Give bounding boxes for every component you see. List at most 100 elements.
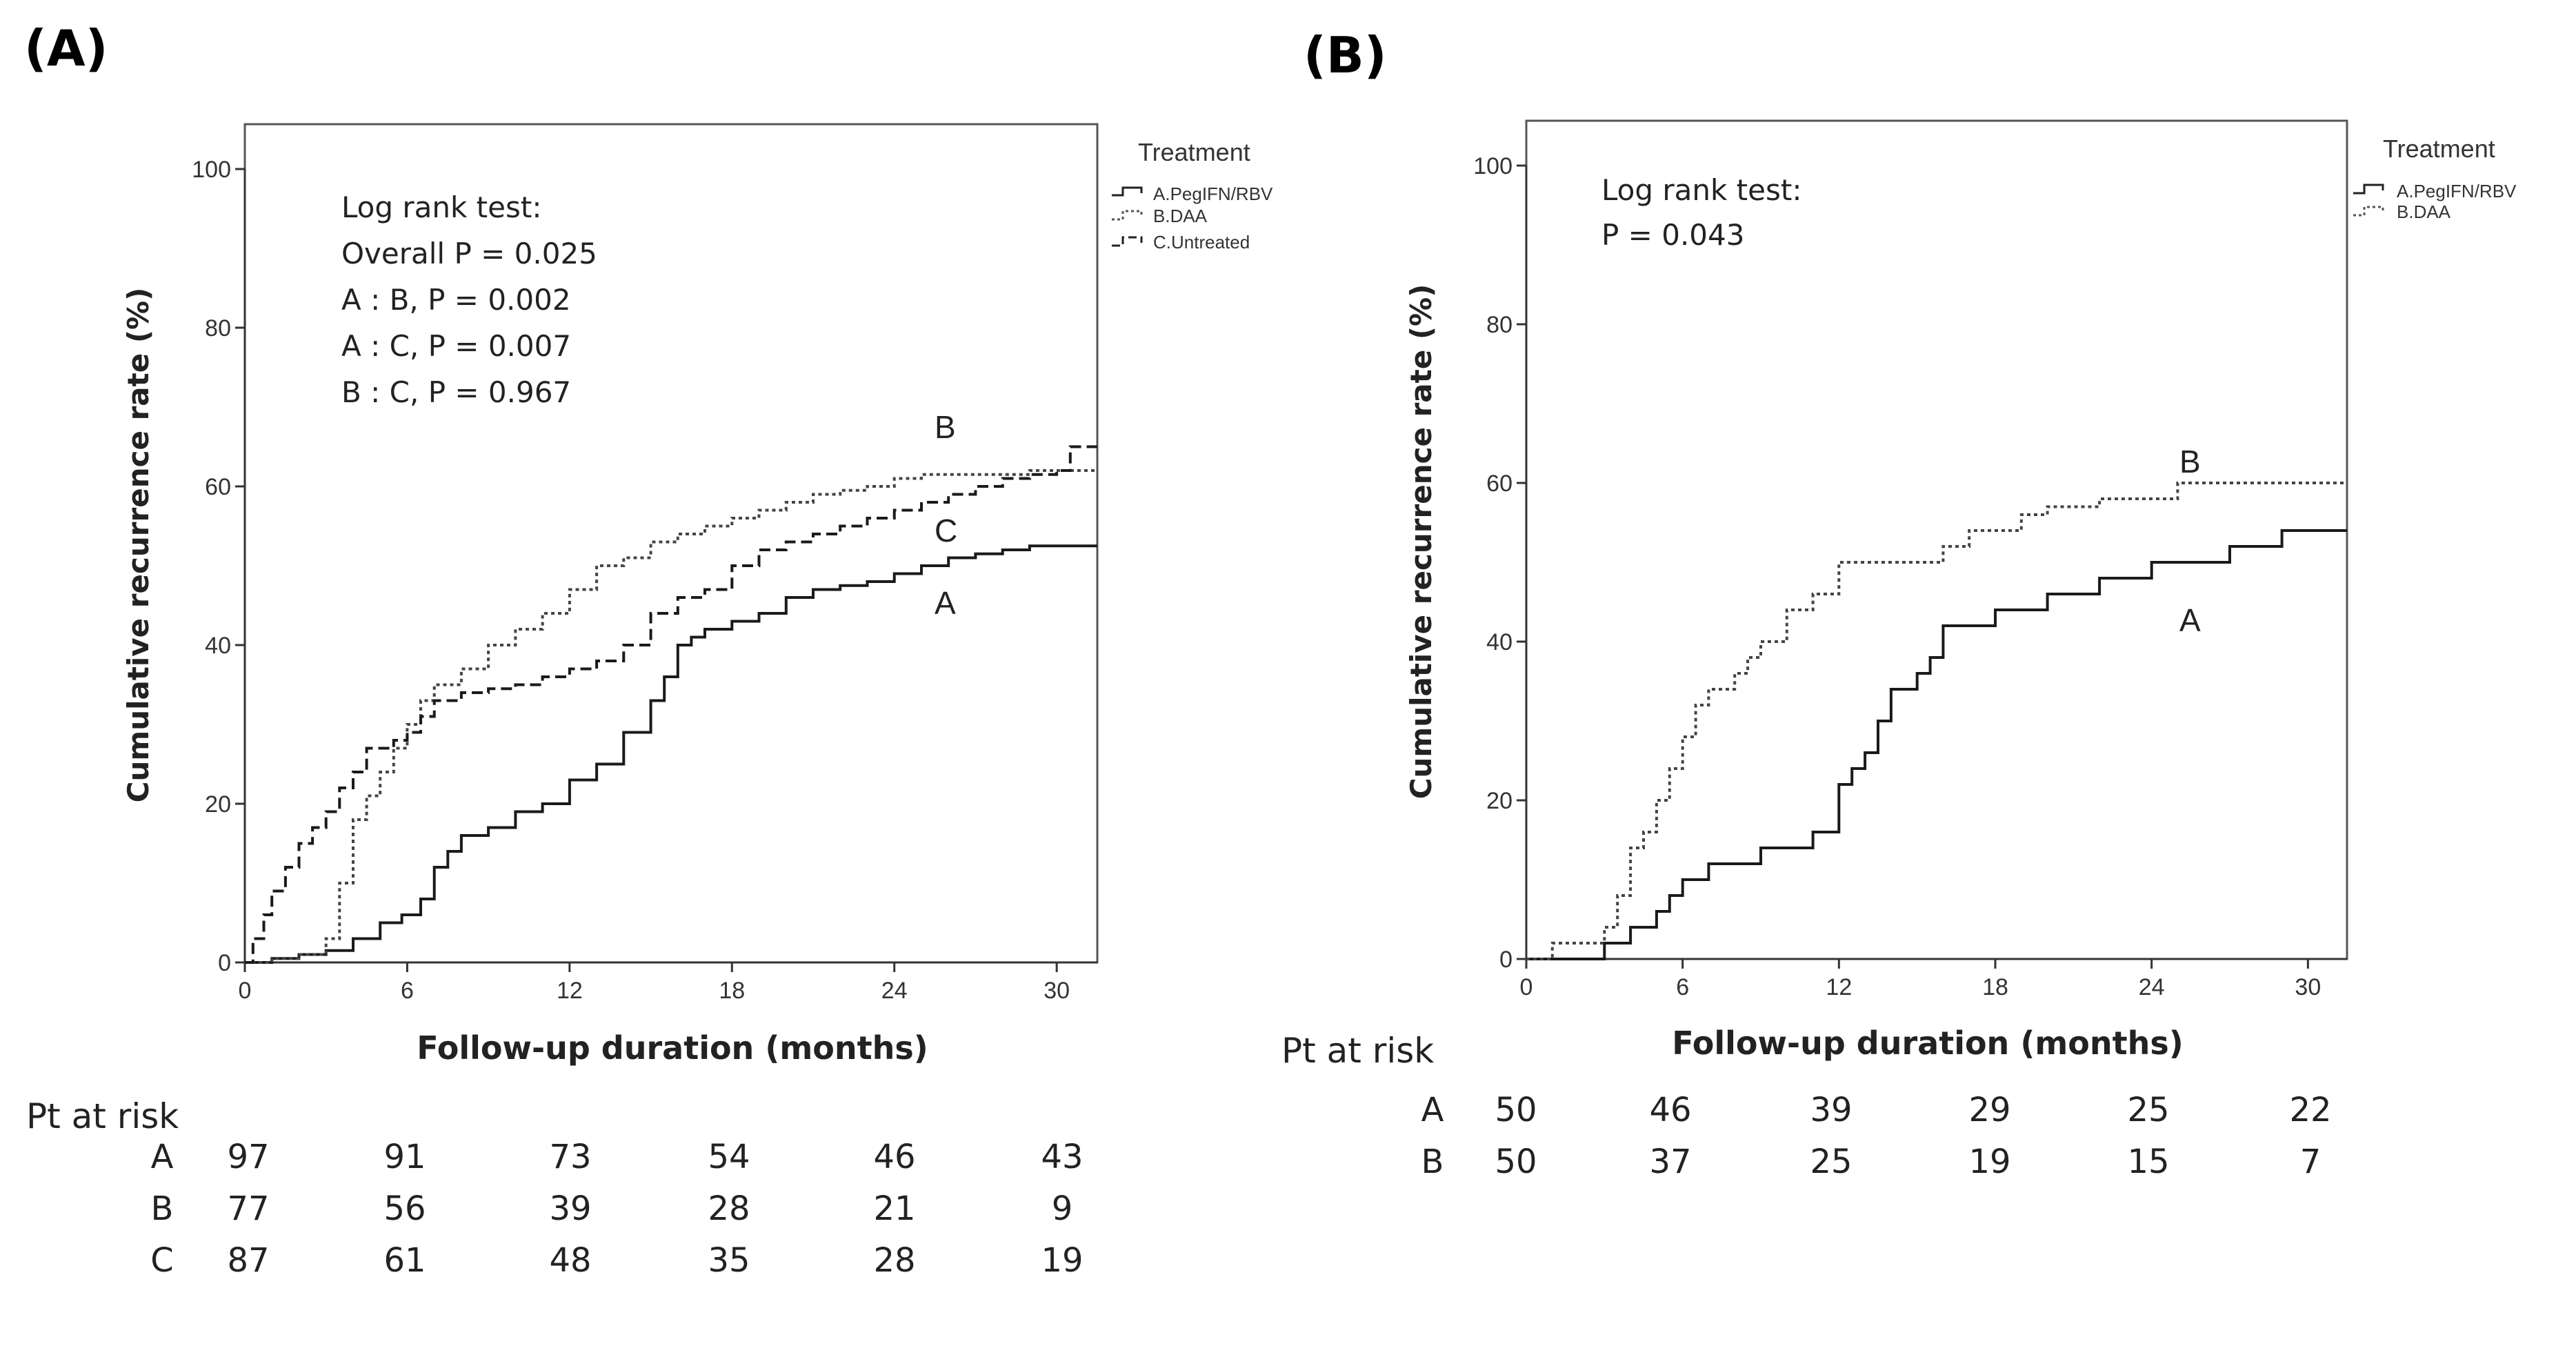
panel-a-x-tick-label: 12 <box>557 978 583 1004</box>
panel-b-series-b-line <box>1526 482 2347 960</box>
panel-b-curve-label-a: A <box>2179 602 2201 638</box>
panel-b-legend-label-a: A.PegIFN/RBV <box>2397 181 2517 201</box>
panel-a-at-risk-value: 77 <box>227 1189 269 1228</box>
panel-a-at-risk-row-label: B <box>151 1189 174 1228</box>
panel-a-at-risk-value: 61 <box>383 1241 426 1280</box>
panel-b-at-risk-value: 37 <box>1649 1143 1691 1181</box>
panel-b-y-tick-label: 0 <box>1499 947 1512 973</box>
panel-b-y-tick-label: 40 <box>1486 629 1512 655</box>
panel-a-at-risk-value: 87 <box>227 1241 269 1280</box>
panel-a-at-risk-value: 28 <box>873 1241 915 1280</box>
panel-b-at-risk-value: 19 <box>1968 1143 2010 1181</box>
panel-a-at-risk-value: 73 <box>549 1138 591 1176</box>
panel-a-label: (A) <box>24 19 108 77</box>
panel-b-at-risk-value: 7 <box>2300 1143 2322 1181</box>
panel-a-at-risk-header: Pt at risk <box>26 1096 179 1136</box>
panel-b-x-tick-label: 30 <box>2295 974 2321 1000</box>
panel-b-y-tick-label: 60 <box>1486 471 1512 497</box>
panel-b-at-risk-value: 22 <box>2289 1091 2331 1129</box>
panel-b-legend: Treatment A.PegIFN/RBV B.DAA <box>2353 135 2517 222</box>
panel-b-at-risk-value: 25 <box>2127 1091 2169 1129</box>
panel-b-at-risk-value: 29 <box>1968 1091 2010 1129</box>
panel-b-at-risk-value: 39 <box>1810 1091 1852 1129</box>
panel-b-curves <box>1526 482 2347 960</box>
panel-a-legend-swatch-c <box>1112 236 1143 247</box>
panel-a-y-tick-label: 40 <box>205 633 231 659</box>
panel-a-at-risk-value: 21 <box>873 1189 915 1228</box>
panel-a-at-risk-value: 97 <box>227 1138 269 1176</box>
panel-a-y-tick-label: 20 <box>205 791 231 818</box>
panel-b-at-risk-value: 50 <box>1495 1143 1537 1181</box>
panel-b-at-risk-value: 46 <box>1649 1091 1691 1129</box>
panel-b-legend-swatch-b <box>2353 206 2384 217</box>
panel-a-x-tick-label: 24 <box>881 978 908 1004</box>
panel-a-x-tick-label: 18 <box>719 978 745 1004</box>
panel-b-y-tick-label: 100 <box>1473 153 1512 179</box>
panel-a-legend-label-a: A.PegIFN/RBV <box>1153 184 1273 204</box>
panel-a-y-tick-label: 0 <box>218 950 231 976</box>
panel-b-at-risk-header: Pt at risk <box>1281 1031 1434 1071</box>
panel-a-at-risk-value: 54 <box>708 1138 750 1176</box>
panel-a-stat-line-3: A : B, P = 0.002 <box>341 283 571 317</box>
panel-a-x-tick-label: 30 <box>1044 978 1070 1004</box>
panel-b-legend-swatch-a <box>2353 184 2384 195</box>
panel-a-at-risk-value: 48 <box>549 1241 591 1280</box>
panel-a-stat-line-1: Log rank test: <box>341 190 541 224</box>
panel-a-curve-label-b: B <box>935 409 956 445</box>
panel-a-at-risk-value: 39 <box>549 1189 591 1228</box>
panel-b-at-risk-rows: A 50 46 39 29 25 22 B 50 37 25 19 15 7 <box>1421 1091 2332 1181</box>
panel-b-at-risk-value: 50 <box>1495 1091 1537 1129</box>
panel-a-curve-label-a: A <box>935 585 956 621</box>
panel-b-stat-line-1: Log rank test: <box>1601 173 1801 207</box>
panel-b-x-ticks: 0 6 12 18 24 30 <box>1520 959 2321 1000</box>
panel-b-y-ticks: 0 20 40 60 80 100 <box>1473 153 1526 973</box>
panel-a-legend-label-b: B.DAA <box>1153 206 1208 226</box>
panel-b-x-tick-label: 18 <box>1982 974 2008 1000</box>
panel-b-at-risk-row-label: B <box>1421 1143 1444 1181</box>
panel-b-stat-line-2: P = 0.043 <box>1601 218 1744 252</box>
panel-a-at-risk-table: Pt at risk A 97 91 73 54 46 43 B 77 56 39 28 21 9 C 87 6… <box>26 1096 1084 1280</box>
panel-a-x-tick-label: 0 <box>239 978 252 1004</box>
panel-b-y-tick-label: 20 <box>1486 788 1512 814</box>
panel-a-at-risk-value: 46 <box>873 1138 915 1176</box>
panel-a-legend-swatch-a <box>1112 186 1143 197</box>
panel-b-legend-title: Treatment <box>2383 135 2495 163</box>
panel-a-at-risk-value: 43 <box>1041 1138 1083 1176</box>
panel-a: (A) 0 20 40 60 80 100 0 6 12 18 24 30 Cumulative r… <box>24 19 1273 1280</box>
panel-a-legend-label-c: C.Untreated <box>1153 232 1250 253</box>
panel-a-y-tick-label: 80 <box>205 315 231 342</box>
panel-b-y-tick-label: 80 <box>1486 312 1512 338</box>
panel-a-y-tick-label: 100 <box>192 157 231 183</box>
panel-a-at-risk-value: 56 <box>383 1189 426 1228</box>
panel-a-at-risk-row-label: A <box>151 1138 174 1176</box>
panel-b-x-tick-label: 12 <box>1826 974 1852 1000</box>
panel-a-series-a-line <box>245 544 1097 964</box>
panel-a-series-b-line <box>245 469 1097 964</box>
panel-a-y-axis-title: Cumulative recurrence rate (%) <box>121 288 155 803</box>
panel-a-at-risk-value: 35 <box>708 1241 750 1280</box>
panel-b-legend-label-b: B.DAA <box>2397 201 2451 222</box>
panel-a-series-c-line <box>245 445 1097 964</box>
panel-a-at-risk-value: 19 <box>1041 1241 1083 1280</box>
panel-a-at-risk-value: 28 <box>708 1189 750 1228</box>
panel-b-curve-label-b: B <box>2179 444 2201 479</box>
panel-a-at-risk-value: 9 <box>1052 1189 1073 1228</box>
panel-a-legend-title: Treatment <box>1138 138 1250 166</box>
panel-a-y-tick-label: 60 <box>205 474 231 500</box>
panel-a-x-axis-title: Follow-up duration (months) <box>417 1029 928 1067</box>
panel-b: (B) 0 20 40 60 80 100 0 6 12 18 24 30 Cumulative r… <box>1281 26 2517 1181</box>
panel-b-x-tick-label: 6 <box>1676 974 1689 1000</box>
panel-b-at-risk-value: 15 <box>2127 1143 2169 1181</box>
panel-a-curve-label-c: C <box>935 513 957 548</box>
panel-a-stat-line-4: A : C, P = 0.007 <box>341 329 571 363</box>
panel-a-curves <box>245 445 1097 964</box>
panel-a-at-risk-rows: A 97 91 73 54 46 43 B 77 56 39 28 21 9 C 87 61 48 35 28 19 <box>150 1138 1083 1280</box>
panel-b-at-risk-value: 25 <box>1810 1143 1852 1181</box>
panel-b-x-tick-label: 0 <box>1520 974 1533 1000</box>
panel-a-x-tick-label: 6 <box>401 978 414 1004</box>
panel-a-at-risk-value: 91 <box>383 1138 426 1176</box>
panel-b-y-axis-title: Cumulative recurrence rate (%) <box>1404 284 1438 800</box>
panel-a-at-risk-row-label: C <box>150 1241 174 1280</box>
panel-b-at-risk-table: Pt at risk A 50 46 39 29 25 22 B 50 37 25 19 15 7 <box>1281 1031 2332 1181</box>
